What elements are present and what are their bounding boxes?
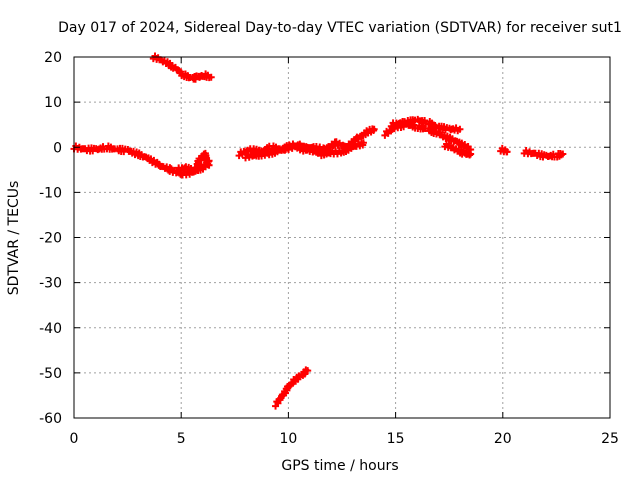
data-point — [173, 167, 181, 175]
grid — [74, 57, 610, 418]
series-arc-midday-scatter — [242, 138, 367, 162]
data-point — [559, 150, 567, 158]
data-points — [70, 52, 567, 410]
y-tick-label: -20 — [39, 231, 62, 247]
series-arc-high — [149, 52, 215, 83]
y-tick-label: 20 — [44, 50, 62, 66]
x-tick-label: 10 — [279, 431, 297, 447]
data-point — [370, 125, 378, 133]
x-tick-label: 0 — [70, 431, 79, 447]
chart-title: Day 017 of 2024, Sidereal Day-to-day VTE… — [58, 20, 622, 36]
y-tick-label: -30 — [39, 276, 62, 292]
series-arc-late — [520, 147, 567, 161]
x-tick-label: 25 — [601, 431, 619, 447]
data-point — [359, 139, 367, 147]
y-axis-label: SDTVAR / TECUs — [6, 181, 22, 296]
data-point — [467, 150, 475, 158]
data-point — [205, 161, 213, 169]
y-tick-label: -50 — [39, 366, 62, 382]
y-tick-label: 10 — [44, 95, 62, 111]
y-tick-label: 0 — [53, 140, 62, 156]
y-tick-label: -60 — [39, 411, 62, 427]
data-point — [207, 73, 215, 81]
x-tick-label: 15 — [387, 431, 405, 447]
data-point — [503, 148, 511, 156]
x-axis-label: GPS time / hours — [281, 458, 398, 474]
series-arc-afternoon-upper — [387, 115, 464, 135]
series-arc-low — [272, 366, 312, 410]
data-point — [285, 146, 293, 154]
axis-ticks: 0 5 10 15 20 25 20 10 0 -10 -20 -30 -40 -50 -60 — [39, 50, 619, 447]
y-tick-label: -10 — [39, 185, 62, 201]
x-tick-label: 20 — [494, 431, 512, 447]
data-point — [304, 367, 312, 375]
x-tick-label: 5 — [177, 431, 186, 447]
series-arc-early-spread — [173, 149, 213, 176]
series-arc-afternoon-lower — [441, 140, 475, 159]
series-arc-twenty — [497, 144, 511, 156]
data-point — [456, 125, 464, 133]
y-tick-label: -40 — [39, 321, 62, 337]
